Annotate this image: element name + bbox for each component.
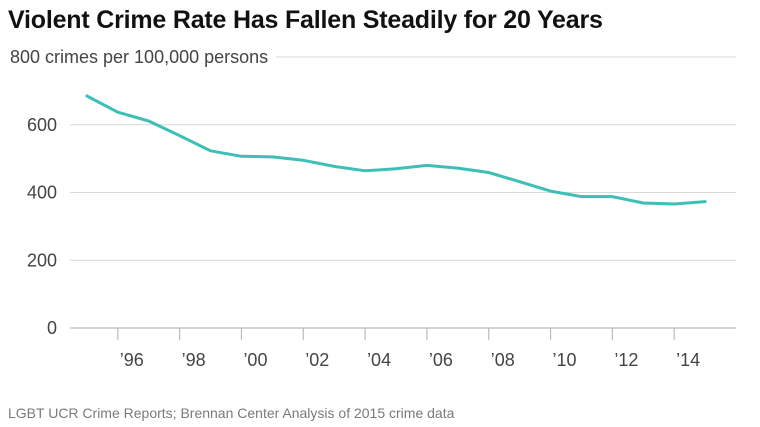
y-tick-label: 200 [27, 250, 57, 270]
x-tick-label: ’00 [243, 350, 267, 370]
x-tick-label: ’08 [491, 350, 515, 370]
x-tick-label: ’02 [305, 350, 329, 370]
x-tick-label: ’98 [182, 350, 206, 370]
x-tick-label: ’04 [367, 350, 391, 370]
x-tick-label: ’12 [614, 350, 638, 370]
x-tick-label: ’06 [429, 350, 453, 370]
x-axis [70, 327, 736, 340]
gridlines [70, 56, 736, 261]
x-tick-label: ’10 [553, 350, 577, 370]
y-tick-label: 600 [27, 115, 57, 135]
y-tick-labels: 0 200 400 600 800 crimes per 100,000 persons [10, 47, 268, 338]
series-line [85, 94, 707, 206]
y-tick-label: 400 [27, 183, 57, 203]
chart-title: Violent Crime Rate Has Fallen Steadily f… [8, 6, 603, 34]
x-tick-labels: ’96 ’98 ’00 ’02 ’04 ’06 ’08 ’10 ’12 ’14 [120, 350, 700, 370]
y-tick-label-top: 800 crimes per 100,000 persons [10, 47, 268, 67]
y-tick-label: 0 [47, 318, 57, 338]
source-note: LGBT UCR Crime Reports; Brennan Center A… [8, 405, 455, 421]
x-tick-label: ’14 [676, 350, 700, 370]
x-tick-label: ’96 [120, 350, 144, 370]
